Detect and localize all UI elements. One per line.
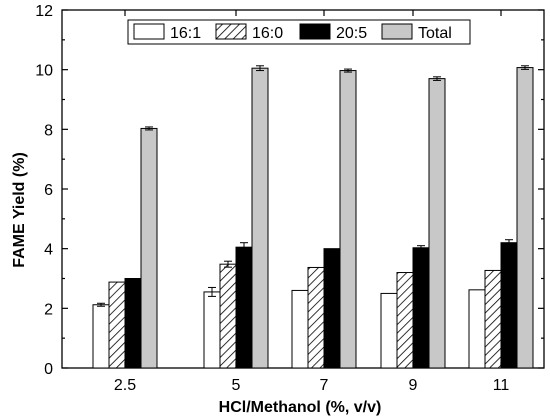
bar-20-5-11 [500, 242, 518, 369]
legend-label: Total [418, 25, 452, 42]
y-tick-label: 4 [44, 242, 53, 259]
y-tick-label: 6 [44, 182, 53, 199]
x-axis-title: HCl/Methanol (%, v/v) [219, 399, 382, 416]
y-tick-label: 10 [35, 63, 53, 80]
bar-16-1-9 [380, 292, 398, 369]
x-tick-label: 2.5 [114, 377, 136, 394]
y-tick-label: 0 [44, 361, 53, 378]
bar-total-9 [428, 78, 446, 369]
bar-20-5-9 [412, 247, 430, 369]
bar-16-0-9 [396, 272, 414, 369]
x-tick-label: 11 [493, 377, 510, 394]
y-tick-label: 8 [44, 122, 53, 139]
legend-swatch-total [381, 23, 413, 40]
legend-label: 20:5 [336, 25, 367, 42]
y-tick-label: 12 [35, 3, 53, 20]
bar-total-11 [516, 67, 534, 369]
bar-20-5-2_5 [124, 278, 142, 369]
bar-16-0-7 [307, 266, 325, 369]
bar-total-7 [339, 70, 357, 369]
bar-20-5-7 [323, 248, 341, 369]
bar-total-5 [251, 67, 269, 369]
bar-16-0-2_5 [108, 281, 126, 369]
legend-swatch-16-0 [215, 23, 247, 40]
x-tick-label: 9 [409, 377, 418, 394]
bar-16-0-5 [219, 263, 237, 369]
plot-area: 0 2 4 6 8 10 12 2.5 5 7 9 11 16:1 16:0 20:5 Total [35, 3, 545, 394]
legend-label: 16:0 [252, 25, 283, 42]
bar-16-1-11 [468, 289, 486, 369]
legend-box [127, 19, 471, 45]
bar-16-0-11 [484, 269, 502, 369]
legend-swatch-16-1 [133, 23, 165, 40]
y-axis-title: FAME Yield (%) [11, 152, 28, 268]
y-tick-label: 2 [44, 301, 53, 318]
bar-16-1-2_5 [92, 304, 110, 369]
bar-16-1-7 [291, 289, 309, 369]
x-tick-label: 5 [232, 377, 241, 394]
bar-16-1-5 [203, 291, 221, 369]
legend-label: 16:1 [170, 25, 201, 42]
legend-swatch-20-5 [299, 23, 331, 40]
bar-20-5-5 [235, 246, 253, 369]
bar-total-2_5 [140, 127, 158, 369]
x-tick-label: 7 [320, 377, 329, 394]
